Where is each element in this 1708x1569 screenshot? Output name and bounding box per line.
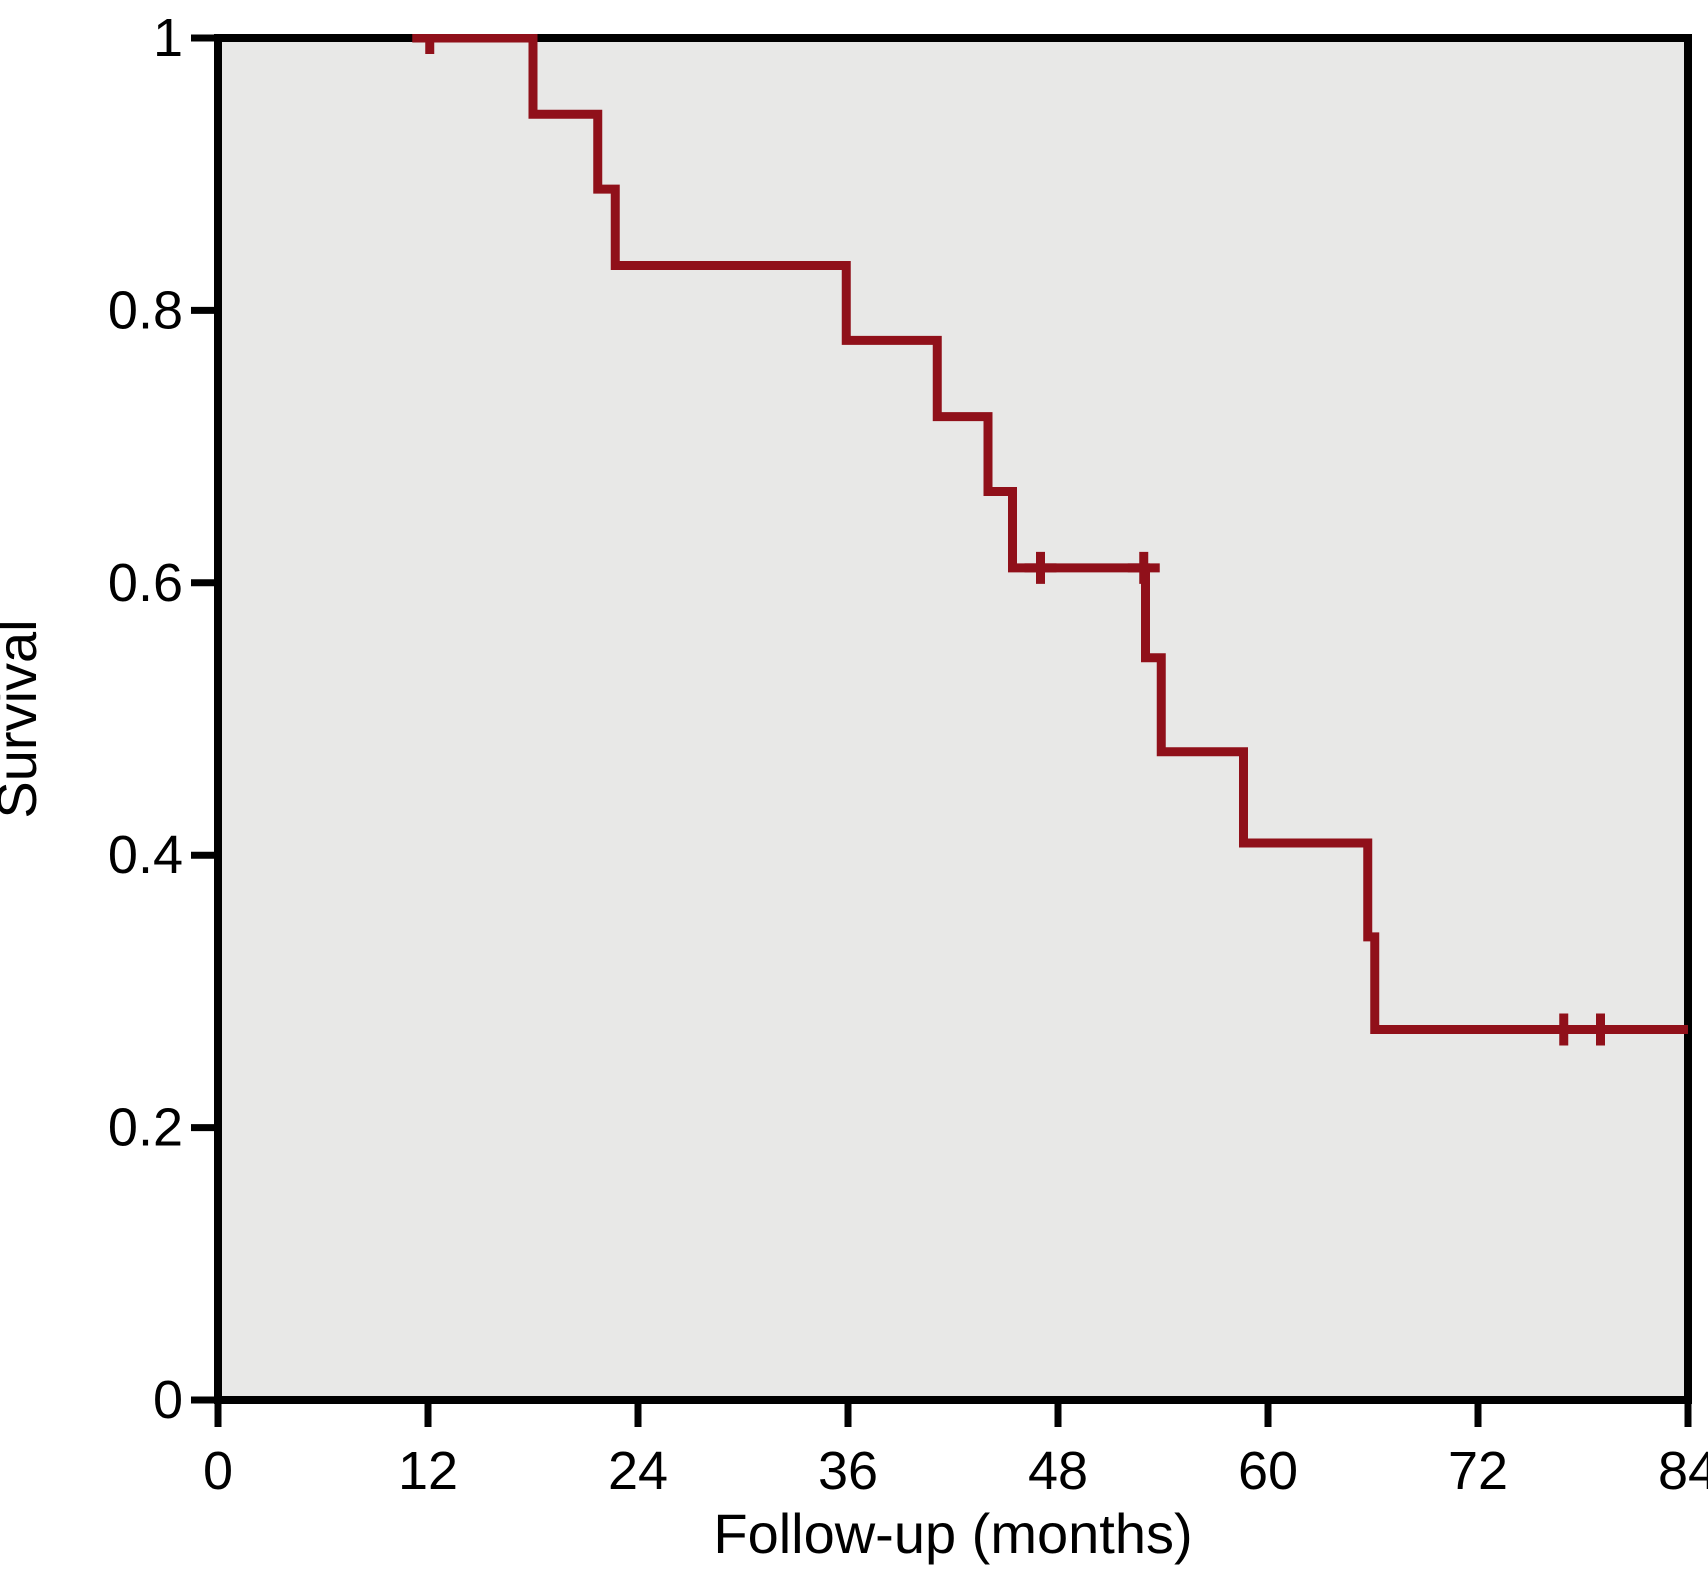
x-tick-label: 84 <box>1658 1441 1708 1501</box>
x-tick-label: 48 <box>1028 1441 1088 1501</box>
plot-area <box>218 38 1688 1400</box>
x-tick-label: 36 <box>818 1441 878 1501</box>
y-axis-title: Survival <box>0 619 48 818</box>
axis-ticks: 0 12 24 36 48 60 72 84 0 0.2 0.4 0.6 0.8 1 <box>108 8 1708 1501</box>
y-tick-label: 0.4 <box>108 825 183 885</box>
x-tick-label: 12 <box>398 1441 458 1501</box>
censor-mark <box>1547 1013 1580 1046</box>
survival-curve-layer <box>412 34 1688 1046</box>
plot-frame <box>214 34 1692 1404</box>
y-tick-label: 0.2 <box>108 1098 183 1158</box>
x-axis-title: Follow-up (months) <box>713 1502 1192 1565</box>
x-tick-label: 24 <box>608 1441 668 1501</box>
x-tick-label: 72 <box>1448 1441 1508 1501</box>
y-tick-label: 1 <box>153 8 183 68</box>
y-tick-label: 0.6 <box>108 553 183 613</box>
censor-mark <box>1127 551 1160 584</box>
censor-mark <box>1584 1013 1617 1046</box>
y-tick-label: 0 <box>153 1370 183 1430</box>
x-tick-label: 60 <box>1238 1441 1298 1501</box>
y-tick-label: 0.8 <box>108 280 183 340</box>
x-tick-label: 0 <box>203 1441 233 1501</box>
censor-mark <box>413 34 446 54</box>
km-step-curve <box>412 34 1688 1035</box>
censor-mark <box>1024 551 1057 584</box>
